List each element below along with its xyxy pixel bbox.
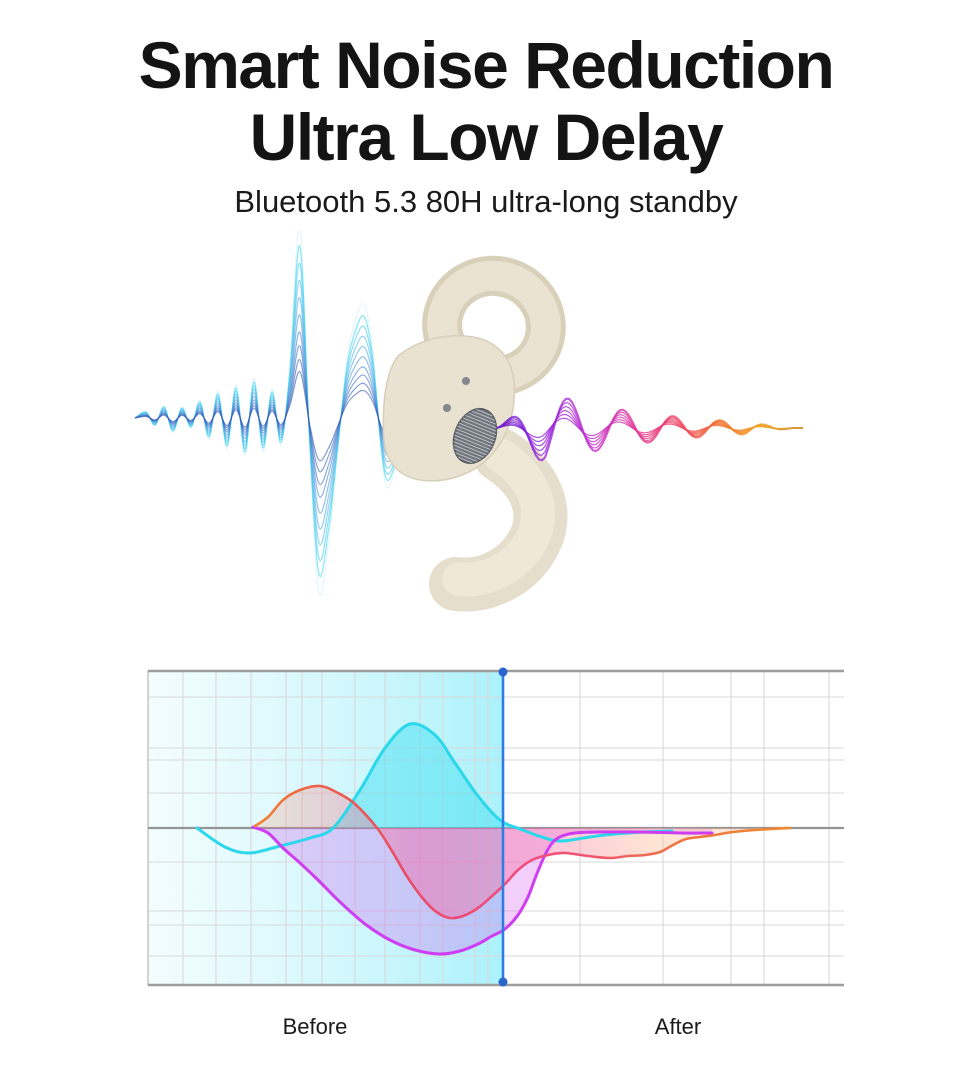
- earbud-tail: [429, 428, 568, 612]
- header: Smart Noise Reduction Ultra Low Delay Bl…: [0, 28, 972, 220]
- open-ear-earbud: [382, 255, 568, 612]
- page-subtitle: Bluetooth 5.3 80H ultra-long standby: [234, 183, 738, 219]
- earbud-mic-dots: [443, 377, 470, 412]
- processed-sound-wave: [496, 397, 803, 462]
- chart-region-labels: Before After: [0, 1014, 972, 1046]
- hero-illustration: [134, 230, 803, 612]
- before-label: Before: [282, 1014, 348, 1039]
- after-label: After: [654, 1014, 702, 1039]
- page-title-line1: Smart Noise Reduction: [138, 28, 835, 102]
- noise-reduction-chart: [147, 667, 844, 987]
- page-title-line2: Ultra Low Delay: [249, 99, 724, 174]
- earbud-grille: [452, 407, 498, 465]
